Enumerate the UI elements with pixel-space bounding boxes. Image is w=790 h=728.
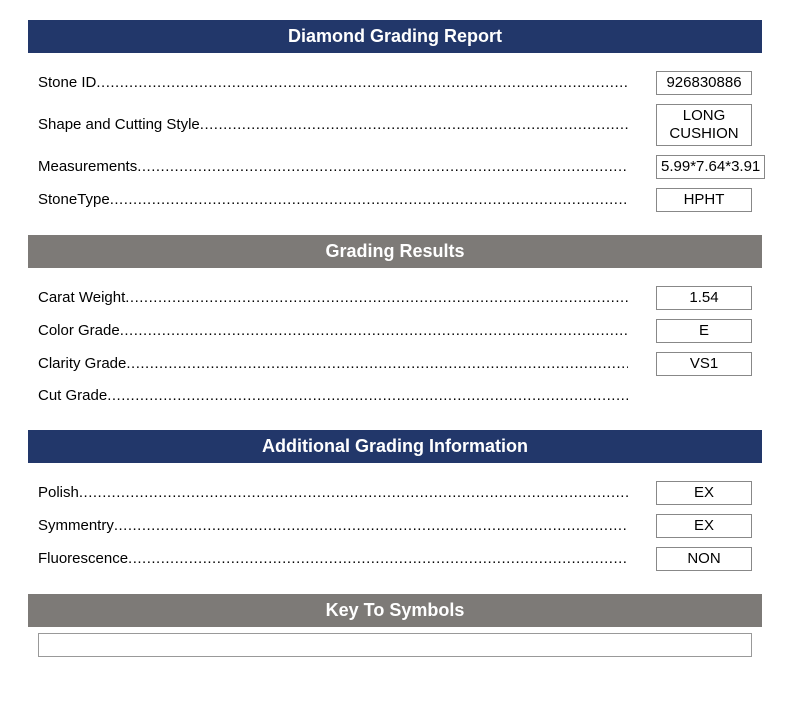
row-carat: Carat Weight 1.54 — [38, 286, 752, 310]
label-symmetry: Symmentry — [38, 515, 628, 537]
value-measurements: 5.99*7.64*3.91 — [656, 155, 765, 179]
label-stonetype: StoneType — [38, 189, 628, 211]
symbols-header: Key To Symbols — [28, 594, 762, 627]
row-shape: Shape and Cutting Style LONG CUSHION — [38, 104, 752, 146]
value-fluorescence: NON — [656, 547, 752, 571]
value-stonetype: HPHT — [656, 188, 752, 212]
report-header: Diamond Grading Report — [28, 20, 762, 53]
value-stone-id: 926830886 — [656, 71, 752, 95]
label-stone-id: Stone ID — [38, 72, 628, 94]
row-cut: Cut Grade — [38, 385, 752, 407]
additional-header: Additional Grading Information — [28, 430, 762, 463]
row-measurements: Measurements 5.99*7.64*3.91 — [38, 155, 752, 179]
grading-header: Grading Results — [28, 235, 762, 268]
row-stone-id: Stone ID 926830886 — [38, 71, 752, 95]
label-polish: Polish — [38, 482, 628, 504]
row-symmetry: Symmentry EX — [38, 514, 752, 538]
value-carat: 1.54 — [656, 286, 752, 310]
row-color: Color Grade E — [38, 319, 752, 343]
additional-section: Polish EX Symmentry EX Fluorescence NON — [28, 481, 762, 594]
value-polish: EX — [656, 481, 752, 505]
value-color: E — [656, 319, 752, 343]
identification-section: Stone ID 926830886 Shape and Cutting Sty… — [28, 71, 762, 235]
label-color: Color Grade — [38, 320, 628, 342]
label-shape: Shape and Cutting Style — [38, 114, 628, 136]
symbols-box — [38, 633, 752, 657]
value-shape: LONG CUSHION — [656, 104, 752, 146]
row-stonetype: StoneType HPHT — [38, 188, 752, 212]
label-cut: Cut Grade — [38, 385, 628, 407]
row-clarity: Clarity Grade VS1 — [38, 352, 752, 376]
value-symmetry: EX — [656, 514, 752, 538]
label-measurements: Measurements — [38, 156, 628, 178]
value-cut — [656, 394, 752, 398]
label-clarity: Clarity Grade — [38, 353, 628, 375]
grading-section: Carat Weight 1.54 Color Grade E Clarity … — [28, 286, 762, 430]
label-fluorescence: Fluorescence — [38, 548, 628, 570]
label-carat: Carat Weight — [38, 287, 628, 309]
row-polish: Polish EX — [38, 481, 752, 505]
row-fluorescence: Fluorescence NON — [38, 547, 752, 571]
value-clarity: VS1 — [656, 352, 752, 376]
